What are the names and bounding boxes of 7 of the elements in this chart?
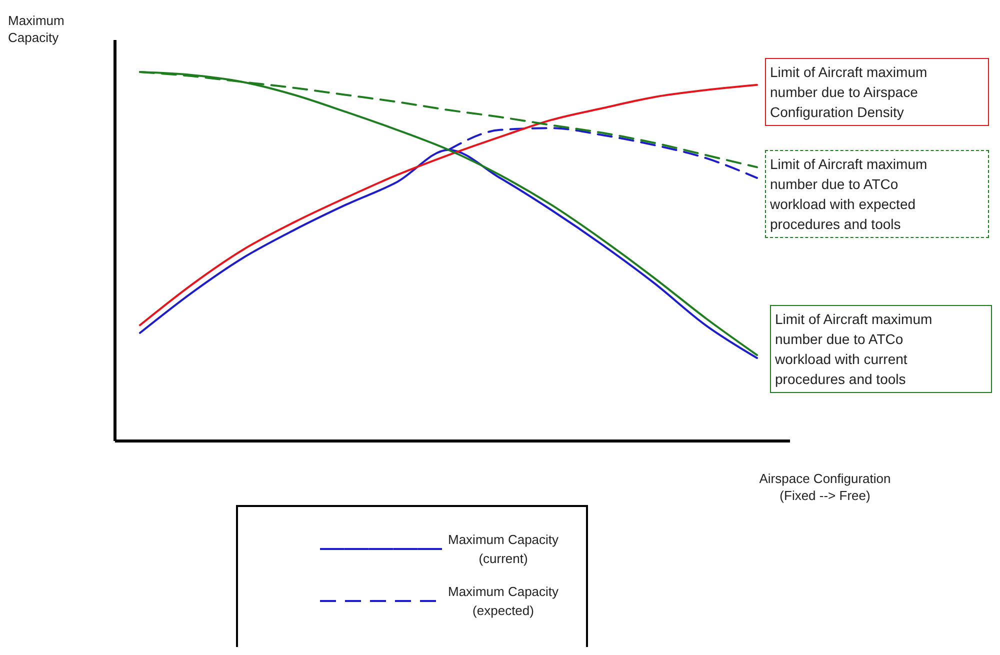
legend-label: Maximum Capacity (current) <box>448 531 559 568</box>
series-label: Limit of Aircraft maximum number due to Airspace Configuration Density <box>765 58 989 126</box>
series-label: Limit of Aircraft maximum number due to ATCo workload with current procedures and tools <box>770 305 992 393</box>
legend-label: Maximum Capacity (expected) <box>448 583 559 620</box>
series-label: Limit of Aircraft maximum number due to ATCo workload with expected procedures and tools <box>765 150 989 238</box>
x-axis-title: Airspace Configuration (Fixed --> Free) <box>758 470 892 504</box>
y-axis-title: Maximum Capacity <box>8 12 64 46</box>
